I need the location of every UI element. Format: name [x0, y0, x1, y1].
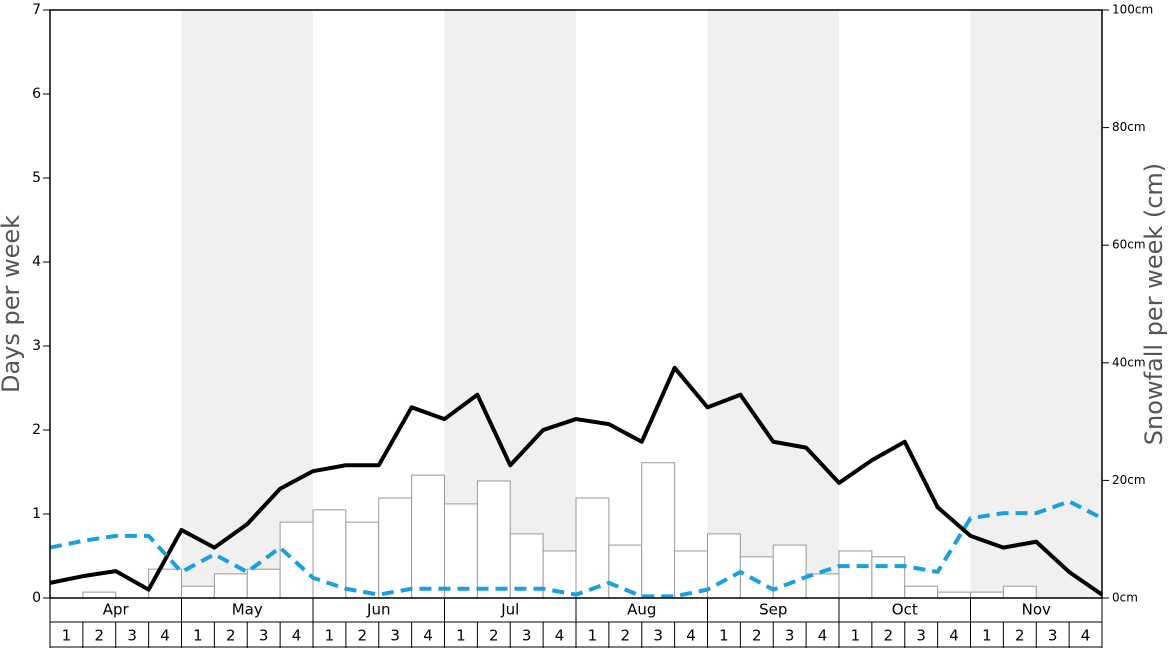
bar — [378, 497, 413, 599]
y-tick-label: 2 — [32, 422, 41, 438]
month-label: Oct — [892, 601, 918, 619]
y-tick-label: 1 — [32, 506, 41, 522]
bar — [411, 474, 445, 599]
bar — [279, 521, 314, 599]
x-tick-label: 4 — [160, 627, 170, 645]
bar — [1002, 585, 1037, 599]
x-tick-label: 3 — [127, 627, 137, 645]
x-tick-label: 2 — [95, 627, 105, 645]
y2-tick-label: 80cm — [1112, 120, 1146, 134]
line — [49, 499, 1103, 599]
y2-tick-label: 40cm — [1112, 355, 1146, 369]
x-tick-label: 1 — [62, 627, 72, 645]
line — [49, 365, 1104, 597]
y-axis-title: Days per week — [0, 215, 25, 393]
y-tick-label: 6 — [32, 86, 41, 102]
month-label: May — [232, 601, 263, 619]
bar — [937, 591, 971, 599]
bar — [904, 585, 939, 599]
x-tick-label: 2 — [226, 627, 236, 645]
bar — [707, 533, 741, 599]
x-tick-label: 2 — [884, 627, 894, 645]
bar — [213, 573, 248, 599]
x-tick-label: 4 — [686, 627, 696, 645]
x-tick-label: 1 — [193, 627, 203, 645]
x-tick-label: 1 — [851, 627, 861, 645]
x-tick-label: 2 — [621, 627, 631, 645]
month-label: Jul — [500, 601, 519, 619]
x-tick-label: 2 — [1015, 627, 1025, 645]
x-tick-label: 4 — [555, 627, 565, 645]
y-tick-label: 0 — [32, 590, 41, 606]
month-band — [970, 10, 1102, 598]
bar — [345, 521, 380, 599]
x-tick-label: 3 — [1048, 627, 1058, 645]
bar — [246, 568, 281, 599]
bar — [82, 591, 117, 599]
x-tick-label: 1 — [719, 627, 729, 645]
x-tick-label: 4 — [818, 627, 828, 645]
y-tick-label: 7 — [32, 2, 41, 18]
bar — [838, 550, 873, 599]
x-tick-label: 4 — [423, 627, 433, 645]
bar — [805, 573, 840, 599]
month-label: Jun — [366, 601, 390, 619]
y-tick-label: 5 — [32, 170, 41, 186]
month-band — [181, 10, 313, 598]
month-label: Nov — [1022, 601, 1051, 619]
y-tick-label: 3 — [32, 338, 41, 354]
bar — [476, 480, 511, 599]
x-tick-label: 4 — [949, 627, 959, 645]
bar — [444, 503, 478, 599]
y2-tick-label: 20cm — [1112, 473, 1146, 487]
y2-tick-label: 100cm — [1112, 3, 1153, 17]
month-label: Apr — [103, 601, 130, 619]
month-band — [707, 10, 839, 598]
x-tick-label: 2 — [489, 627, 499, 645]
x-tick-label: 2 — [752, 627, 762, 645]
x-tick-label: 3 — [390, 627, 400, 645]
bar — [575, 497, 610, 599]
x-tick-label: 1 — [456, 627, 466, 645]
month-label: Aug — [627, 601, 656, 619]
month-label: Sep — [759, 601, 787, 619]
y2-tick-label: 0cm — [1112, 591, 1138, 605]
x-tick-label: 2 — [358, 627, 368, 645]
bar — [641, 462, 676, 599]
y2-tick-label: 60cm — [1112, 238, 1146, 252]
x-tick-label: 3 — [785, 627, 795, 645]
x-tick-label: 3 — [916, 627, 926, 645]
x-tick-label: 3 — [653, 627, 663, 645]
bar — [181, 585, 215, 599]
x-tick-label: 4 — [1081, 627, 1091, 645]
bar — [871, 556, 906, 599]
x-tick-label: 1 — [325, 627, 335, 645]
x-tick-label: 1 — [588, 627, 598, 645]
y2-axis-title: Snowfall per week (cm) — [1140, 163, 1168, 445]
x-tick-label: 4 — [292, 627, 302, 645]
x-tick-label: 1 — [982, 627, 992, 645]
y-tick-label: 4 — [32, 254, 41, 270]
x-tick-label: 3 — [522, 627, 532, 645]
bar — [772, 544, 807, 599]
bar — [970, 591, 1004, 599]
x-tick-label: 3 — [259, 627, 269, 645]
bar — [739, 556, 774, 599]
